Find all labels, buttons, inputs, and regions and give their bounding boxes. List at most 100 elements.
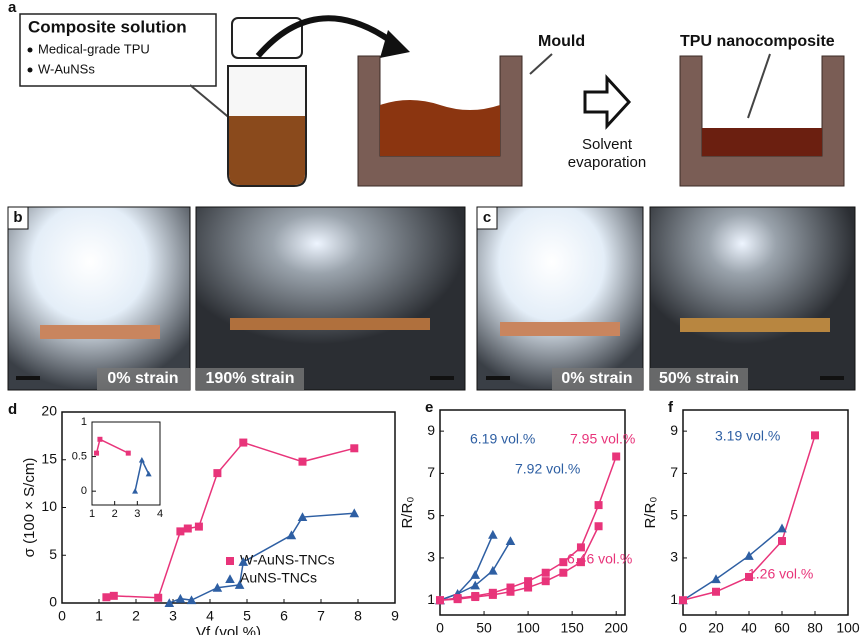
pointer	[530, 54, 552, 74]
marker	[176, 594, 186, 603]
series-label: 6.46 vol.%	[567, 551, 632, 567]
mould-label: Mould	[538, 33, 585, 50]
x-tick-label: 0	[679, 620, 687, 635]
y-tick-label: 1	[670, 591, 678, 607]
marker	[176, 527, 184, 535]
panel-label: e	[425, 399, 433, 416]
y-tick-label: 3	[427, 549, 435, 565]
marker	[154, 594, 162, 602]
marker	[102, 593, 110, 601]
bullet	[28, 48, 33, 53]
marker	[195, 523, 203, 531]
marker	[239, 439, 247, 447]
y-tick-label: 7	[670, 464, 678, 480]
y-tick-label: 9	[670, 422, 678, 438]
x-tick-label: 80	[807, 620, 823, 635]
x-tick-label: 50	[476, 620, 492, 635]
panel-c: c 0% strain 50% strain	[477, 207, 855, 390]
y-tick-label: 9	[427, 422, 435, 438]
product-label: TPU nanocomposite	[680, 33, 835, 50]
y-tick-label: 1	[427, 591, 435, 607]
series-label: 3.19 vol.%	[715, 428, 780, 444]
legend-label: AuNS-TNCs	[240, 570, 317, 586]
series-label: 7.95 vol.%	[570, 431, 635, 447]
y-tick-label: 20	[41, 403, 57, 419]
marker	[711, 574, 721, 583]
y-tick-label: 0	[49, 594, 57, 610]
marker	[524, 584, 532, 592]
y-tick-label: 10	[41, 498, 57, 514]
photo	[8, 207, 190, 390]
box-title: Composite solution	[28, 17, 187, 36]
y-tick-label: 0.5	[72, 450, 87, 462]
x-tick-label: 200	[605, 620, 629, 635]
photo	[650, 207, 855, 390]
y-tick-label: 0	[81, 485, 87, 497]
y-axis-label: σ (100 × S/cm)	[21, 458, 38, 558]
bullet	[28, 68, 33, 73]
sample	[230, 318, 430, 330]
panel-label: f	[668, 399, 674, 416]
marker	[712, 588, 720, 596]
x-tick-label: 8	[354, 608, 362, 624]
marker	[679, 596, 687, 604]
x-axis-label: Vf (vol.%)	[196, 624, 261, 635]
x-tick-label: 1	[95, 608, 103, 624]
box-item: W-AuNSs	[38, 61, 95, 76]
x-tick-label: 5	[243, 608, 251, 624]
sample	[40, 325, 160, 339]
marker	[488, 566, 498, 575]
panel-label: d	[8, 401, 17, 418]
series-line	[683, 528, 782, 600]
panel-label: c	[483, 209, 491, 226]
x-tick-label: 0	[436, 620, 444, 635]
pointer	[748, 54, 770, 118]
marker	[213, 469, 221, 477]
x-tick-label: 150	[560, 620, 584, 635]
process-arrow	[585, 78, 629, 126]
marker	[506, 536, 516, 545]
marker	[94, 451, 99, 456]
mould-fill	[380, 100, 500, 156]
x-tick-label: 4	[206, 608, 214, 624]
series-label: 6.19 vol.%	[470, 431, 535, 447]
panel-a: a Composite solution Medical-grade TPU W…	[8, 0, 844, 186]
marker	[471, 593, 479, 601]
inset-bg	[92, 422, 160, 505]
box-item: Medical-grade TPU	[38, 41, 150, 56]
x-tick-label: 2	[112, 508, 118, 520]
x-tick-label: 6	[280, 608, 288, 624]
marker	[454, 595, 462, 603]
caption: 0% strain	[107, 370, 178, 387]
caption: 50% strain	[659, 370, 739, 387]
y-tick-label: 5	[49, 546, 57, 562]
marker	[110, 592, 118, 600]
y-tick-label: 15	[41, 450, 57, 466]
marker	[350, 444, 358, 452]
photo	[196, 207, 465, 390]
nanocomposite	[702, 128, 822, 156]
panel-b: b 0% strain 190% strain	[8, 207, 465, 390]
x-tick-label: 2	[132, 608, 140, 624]
x-tick-label: 3	[134, 508, 140, 520]
marker	[299, 458, 307, 466]
marker	[488, 530, 498, 539]
marker	[287, 530, 297, 539]
y-tick-label: 3	[670, 549, 678, 565]
marker	[542, 569, 550, 577]
x-tick-label: 3	[169, 608, 177, 624]
y-tick-label: 1	[81, 416, 87, 428]
solution	[229, 116, 305, 185]
panel-label: b	[13, 209, 22, 226]
marker	[489, 591, 497, 599]
marker	[184, 525, 192, 533]
y-tick-label: 5	[427, 506, 435, 522]
x-tick-label: 100	[516, 620, 540, 635]
marker	[470, 570, 480, 579]
x-tick-label: 60	[774, 620, 790, 635]
y-tick-label: 7	[427, 464, 435, 480]
x-tick-label: 20	[708, 620, 724, 635]
marker	[542, 577, 550, 585]
y-axis-label: R/R₀	[399, 496, 416, 528]
